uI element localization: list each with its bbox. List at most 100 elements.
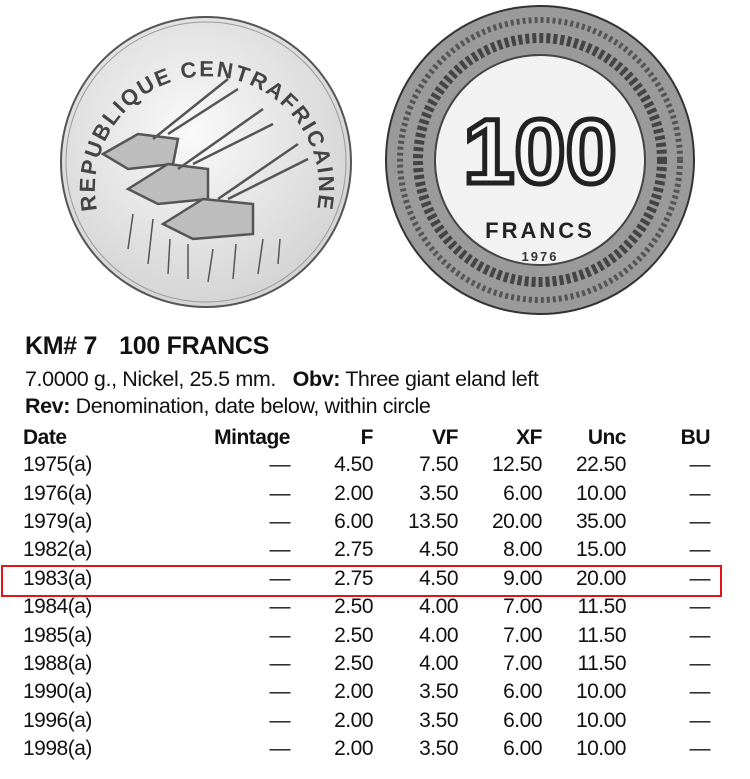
cell-bu: — (689, 623, 711, 647)
cell-vf: 4.50 (419, 566, 458, 590)
cell-f: 2.75 (334, 538, 373, 562)
rev-label: Rev: (25, 394, 71, 418)
cell-vf: 3.50 (419, 737, 458, 761)
cell-unc: 10.00 (575, 680, 627, 704)
cell-vf: 4.00 (419, 651, 458, 675)
cell-bu: — (689, 538, 711, 562)
cell-mintage: — (269, 737, 291, 761)
cell-f: 2.00 (334, 680, 373, 704)
cell-f: 6.00 (334, 509, 373, 533)
reverse-unit: FRANCS (485, 218, 595, 243)
table-row: 1979(a) — 6.00 13.50 20.00 35.00 — (23, 508, 711, 536)
cell-unc: 15.00 (575, 538, 627, 562)
cell-date: 1998(a) (23, 737, 92, 761)
cell-xf: 6.00 (503, 708, 542, 732)
cell-f: 2.00 (334, 708, 373, 732)
cell-vf: 4.00 (419, 595, 458, 619)
cell-f: 2.50 (334, 651, 373, 675)
denomination: 100 FRANCS (119, 332, 269, 360)
cell-vf: 7.50 (419, 453, 458, 477)
cell-mintage: — (269, 481, 291, 505)
cell-unc: 11.50 (577, 595, 627, 619)
reverse-date: 1976 (522, 249, 559, 264)
obv-text: Three giant eland left (345, 367, 539, 391)
cell-mintage: — (269, 680, 291, 704)
table-row: 1976(a) — 2.00 3.50 6.00 10.00 — (23, 479, 711, 507)
rev-line: Rev: Denomination, date below, within ci… (25, 394, 431, 419)
cell-bu: — (689, 595, 711, 619)
cell-f: 2.75 (334, 566, 373, 590)
cell-mintage: — (269, 623, 291, 647)
cell-date: 1988(a) (23, 651, 92, 675)
table-row: 1984(a) — 2.50 4.00 7.00 11.50 — (23, 593, 711, 621)
reverse-denomination: 100 (463, 101, 617, 203)
cell-date: 1985(a) (23, 623, 92, 647)
header-unc: Unc (587, 426, 627, 449)
cell-f: 2.00 (334, 737, 373, 761)
cell-bu: — (689, 737, 711, 761)
cell-date: 1982(a) (23, 538, 92, 562)
cell-bu: — (689, 453, 711, 477)
table-row: 1985(a) — 2.50 4.00 7.00 11.50 — (23, 621, 711, 649)
cell-vf: 13.50 (407, 509, 459, 533)
cell-date: 1979(a) (23, 509, 92, 533)
highlighted-row-box (1, 565, 722, 597)
cell-f: 2.50 (334, 623, 373, 647)
listing-title: KM# 7 100 FRANCS (25, 332, 291, 361)
cell-mintage: — (269, 708, 291, 732)
cell-vf: 3.50 (419, 680, 458, 704)
cell-bu: — (689, 481, 711, 505)
header-date: Date (23, 426, 67, 449)
header-vf: VF (432, 426, 458, 449)
cell-xf: 9.00 (503, 566, 542, 590)
cell-date: 1983(a) (23, 566, 92, 590)
cell-mintage: — (269, 538, 291, 562)
table-row: 1996(a) — 2.00 3.50 6.00 10.00 — (23, 707, 711, 735)
cell-mintage: — (269, 453, 291, 477)
cell-unc: 10.00 (575, 737, 627, 761)
cell-mintage: — (269, 595, 291, 619)
cell-vf: 4.50 (419, 538, 458, 562)
cell-vf: 3.50 (419, 481, 458, 505)
cell-xf: 7.00 (503, 651, 542, 675)
cell-xf: 6.00 (503, 680, 542, 704)
table-row: 1983(a) — 2.75 4.50 9.00 20.00 — (23, 565, 711, 593)
cell-xf: 8.00 (503, 538, 542, 562)
cell-mintage: — (269, 651, 291, 675)
specs-line: 7.0000 g., Nickel, 25.5 mm. Obv: Three g… (25, 367, 539, 392)
cell-f: 4.50 (334, 453, 373, 477)
reverse-coin-image: 100 FRANCS 1976 (385, 5, 695, 315)
cell-mintage: — (269, 566, 291, 590)
cell-xf: 7.00 (503, 595, 542, 619)
table-row: 1988(a) — 2.50 4.00 7.00 11.50 — (23, 650, 711, 678)
table-row: 1990(a) — 2.00 3.50 6.00 10.00 — (23, 678, 711, 706)
cell-bu: — (689, 680, 711, 704)
price-table: Date Mintage F VF XF Unc BU 1975(a) — 4.50… (23, 425, 711, 763)
cell-xf: 6.00 (503, 481, 542, 505)
table-row: 1998(a) — 2.00 3.50 6.00 10.00 — (23, 735, 711, 763)
cell-date: 1990(a) (23, 680, 92, 704)
obv-label: Obv: (292, 367, 341, 391)
header-f: F (360, 426, 374, 449)
cell-xf: 12.50 (491, 453, 543, 477)
cell-xf: 6.00 (503, 737, 542, 761)
cell-date: 1984(a) (23, 595, 92, 619)
cell-unc: 20.00 (575, 566, 627, 590)
table-header: Date Mintage F VF XF Unc BU (23, 425, 711, 451)
cell-unc: 10.00 (575, 481, 627, 505)
cell-unc: 22.50 (575, 453, 627, 477)
obverse-coin-image: REPUBLIQUE CENTRAFRICAINE (60, 16, 352, 308)
header-bu: BU (680, 426, 711, 449)
cell-unc: 35.00 (575, 509, 627, 533)
eland-heads (100, 78, 309, 283)
cell-vf: 4.00 (419, 623, 458, 647)
cell-date: 1975(a) (23, 453, 92, 477)
cell-bu: — (689, 651, 711, 675)
table-row: 1975(a) — 4.50 7.50 12.50 22.50 — (23, 451, 711, 479)
cell-f: 2.50 (334, 595, 373, 619)
cell-xf: 7.00 (503, 623, 542, 647)
cell-unc: 11.50 (577, 623, 627, 647)
cell-xf: 20.00 (491, 509, 543, 533)
cell-unc: 10.00 (575, 708, 627, 732)
